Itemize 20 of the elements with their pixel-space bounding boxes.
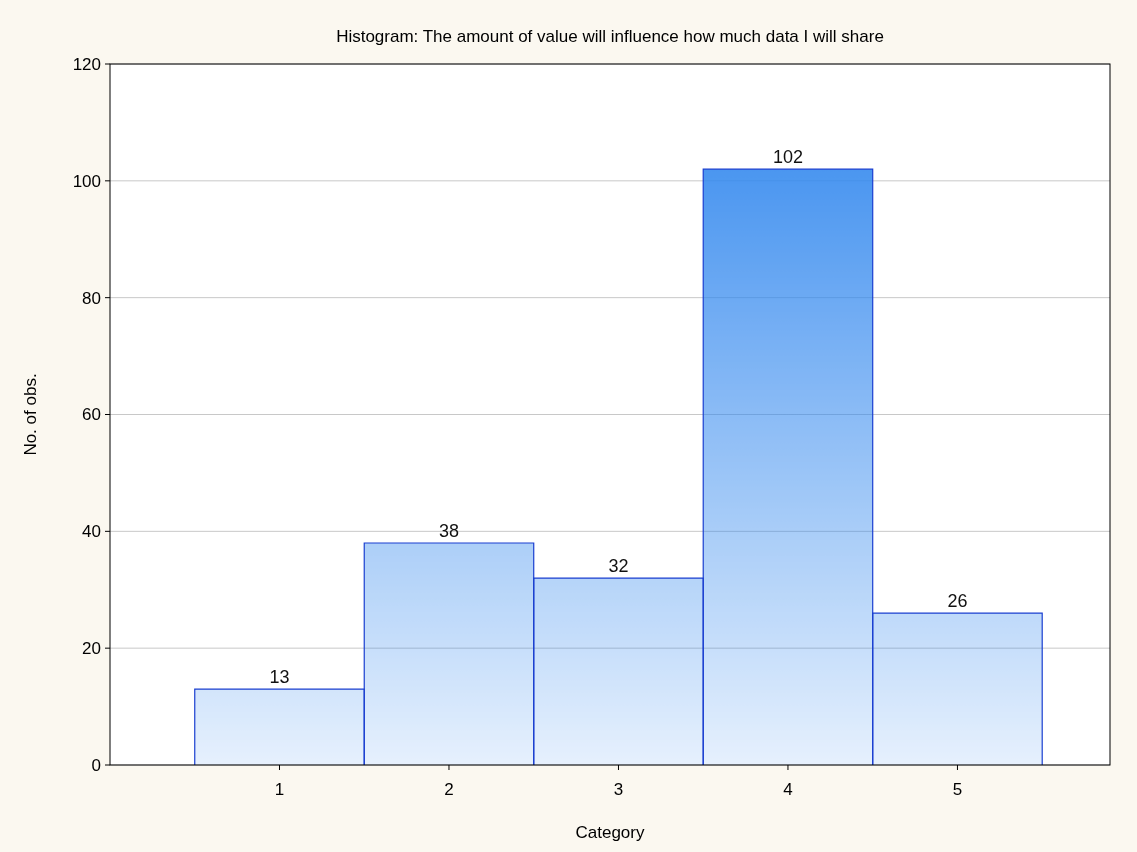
y-tick-label: 0: [91, 755, 101, 775]
chart-title: Histogram: The amount of value will influence how much data I will share: [336, 27, 884, 46]
data-label: 13: [269, 667, 290, 688]
y-tick-label: 80: [82, 288, 101, 308]
y-tick-label: 120: [72, 54, 101, 74]
x-tick-label: 1: [274, 780, 285, 799]
x-tick-label: 4: [783, 780, 793, 799]
y-tick-label: 20: [82, 639, 101, 659]
data-label: 38: [438, 521, 459, 542]
x-tick-label: 3: [613, 780, 624, 799]
data-label: 102: [772, 147, 803, 168]
x-tick-label: 5: [952, 780, 963, 799]
x-tick-label: 2: [444, 780, 454, 799]
x-axis-title: Category: [575, 823, 645, 842]
y-tick-label: 40: [82, 522, 101, 542]
y-tick-label: 100: [72, 171, 101, 191]
y-axis-title: No. of obs.: [21, 373, 40, 456]
data-label: 32: [608, 556, 629, 577]
y-tick-label: 60: [82, 405, 101, 425]
data-label: 26: [947, 591, 968, 612]
